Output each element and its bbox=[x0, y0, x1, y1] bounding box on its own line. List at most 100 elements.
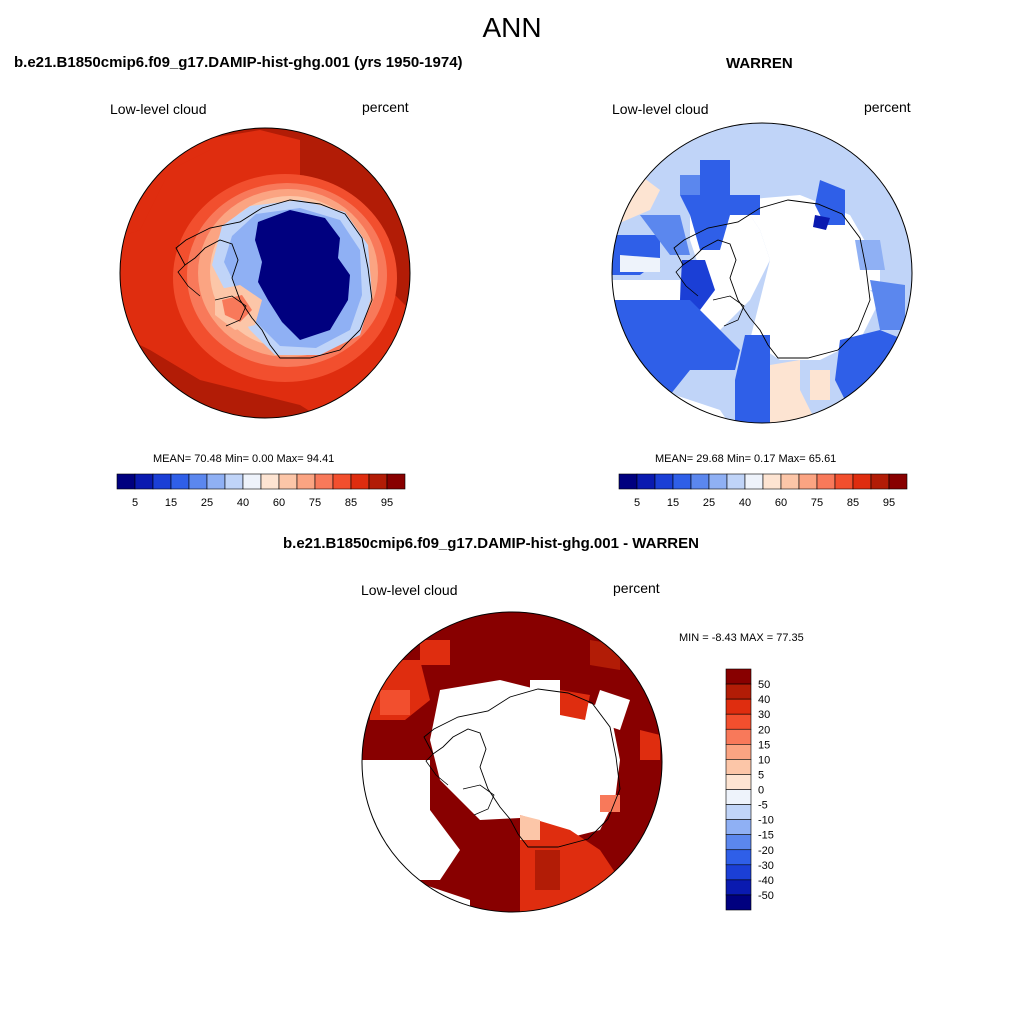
colorbar-box bbox=[116, 473, 136, 490]
panel3-units-label: percent bbox=[613, 580, 660, 596]
colorbar-tick-label: 40 bbox=[758, 694, 770, 706]
colorbar-box bbox=[852, 473, 872, 490]
colorbar-tick-label: 25 bbox=[703, 497, 715, 509]
panel1-colorbar: 5 15 25 40 60 75 85 95 bbox=[116, 473, 406, 509]
colorbar-box bbox=[725, 713, 752, 730]
colorbar-box bbox=[206, 473, 226, 490]
colorbar-box bbox=[816, 473, 836, 490]
colorbar-box bbox=[726, 473, 746, 490]
colorbar-box bbox=[780, 473, 800, 490]
colorbar-tick-label: 40 bbox=[237, 497, 249, 509]
panel3-map-border bbox=[361, 611, 663, 913]
colorbar-box bbox=[296, 473, 316, 490]
colorbar-tick-label: 30 bbox=[758, 709, 770, 721]
colorbar-tick-label: 15 bbox=[667, 497, 679, 509]
colorbar-box bbox=[725, 834, 752, 851]
colorbar-box bbox=[725, 683, 752, 700]
colorbar-box bbox=[870, 473, 890, 490]
colorbar-box bbox=[636, 473, 656, 490]
colorbar-box bbox=[762, 473, 782, 490]
colorbar-box bbox=[725, 698, 752, 715]
colorbar-box bbox=[690, 473, 710, 490]
colorbar-tick-label: 75 bbox=[811, 497, 823, 509]
colorbar-box bbox=[725, 759, 752, 775]
colorbar-box bbox=[725, 774, 752, 790]
panel3-variable-label: Low-level cloud bbox=[361, 582, 458, 598]
colorbar-box bbox=[134, 473, 154, 490]
colorbar-tick-label: 25 bbox=[201, 497, 213, 509]
colorbar-tick-label: 50 bbox=[758, 679, 770, 691]
panel1-map-border bbox=[119, 127, 411, 419]
colorbar-box bbox=[725, 879, 752, 896]
colorbar-tick-label: -40 bbox=[758, 875, 774, 887]
colorbar-tick-label: 15 bbox=[165, 497, 177, 509]
colorbar-box bbox=[654, 473, 674, 490]
colorbar-tick-label: 60 bbox=[775, 497, 787, 509]
panel1-title: b.e21.B1850cmip6.f09_g17.DAMIP-hist-ghg.… bbox=[14, 54, 463, 71]
panel3-stats: MIN = -8.43 MAX = 77.35 bbox=[679, 632, 804, 644]
colorbar-box bbox=[170, 473, 190, 490]
panel3-title: b.e21.B1850cmip6.f09_g17.DAMIP-hist-ghg.… bbox=[283, 535, 699, 552]
colorbar-box bbox=[744, 473, 764, 490]
colorbar-tick-label: 85 bbox=[847, 497, 859, 509]
colorbar-tick-label: 20 bbox=[758, 724, 770, 736]
colorbar-box bbox=[350, 473, 370, 490]
colorbar-box bbox=[368, 473, 388, 490]
colorbar-tick-label: -30 bbox=[758, 860, 774, 872]
panel2-map-border bbox=[611, 122, 913, 424]
panel1-variable-label: Low-level cloud bbox=[110, 101, 207, 117]
colorbar-box bbox=[725, 789, 752, 805]
colorbar-box bbox=[725, 728, 752, 745]
colorbar-tick-label: 60 bbox=[273, 497, 285, 509]
colorbar-box bbox=[224, 473, 244, 490]
colorbar-box bbox=[618, 473, 638, 490]
panel2-title: WARREN bbox=[726, 55, 793, 72]
colorbar-tick-label: -5 bbox=[758, 800, 768, 812]
colorbar-box bbox=[152, 473, 172, 490]
colorbar-box bbox=[725, 849, 752, 866]
colorbar-box bbox=[278, 473, 298, 490]
colorbar-tick-label: 10 bbox=[758, 754, 770, 766]
panel2-colorbar: 5 15 25 40 60 75 85 95 bbox=[618, 473, 908, 509]
colorbar-tick-label: -15 bbox=[758, 830, 774, 842]
colorbar-box bbox=[672, 473, 692, 490]
colorbar-box bbox=[242, 473, 262, 490]
colorbar-tick-label: 15 bbox=[758, 739, 770, 751]
colorbar-box bbox=[725, 894, 752, 911]
panel2-stats: MEAN= 29.68 Min= 0.17 Max= 65.61 bbox=[655, 453, 837, 465]
colorbar-box bbox=[314, 473, 334, 490]
panel2-units-label: percent bbox=[864, 99, 911, 115]
colorbar-box bbox=[386, 473, 406, 490]
panel1-map bbox=[120, 128, 410, 418]
colorbar-box bbox=[725, 744, 752, 760]
colorbar-box bbox=[725, 804, 752, 820]
colorbar-tick-label: 5 bbox=[758, 769, 764, 781]
colorbar-box bbox=[725, 668, 752, 685]
colorbar-box bbox=[332, 473, 352, 490]
colorbar-tick-label: 5 bbox=[634, 497, 640, 509]
colorbar-tick-label: 40 bbox=[739, 497, 751, 509]
colorbar-box bbox=[260, 473, 280, 490]
colorbar-tick-label: 85 bbox=[345, 497, 357, 509]
colorbar-tick-label: 0 bbox=[758, 785, 764, 797]
colorbar-box bbox=[834, 473, 854, 490]
colorbar-tick-label: 75 bbox=[309, 497, 321, 509]
panel2-variable-label: Low-level cloud bbox=[612, 101, 709, 117]
figure-title: ANN bbox=[482, 12, 542, 43]
colorbar-box bbox=[725, 864, 752, 881]
colorbar-box bbox=[798, 473, 818, 490]
colorbar-tick-label: -50 bbox=[758, 890, 774, 902]
colorbar-tick-label: 5 bbox=[132, 497, 138, 509]
colorbar-tick-label: 95 bbox=[883, 497, 895, 509]
colorbar-box bbox=[188, 473, 208, 490]
panel1-stats: MEAN= 70.48 Min= 0.00 Max= 94.41 bbox=[153, 453, 335, 465]
colorbar-box bbox=[708, 473, 728, 490]
colorbar-tick-label: 95 bbox=[381, 497, 393, 509]
panel1-units-label: percent bbox=[362, 99, 409, 115]
colorbar-box bbox=[725, 819, 752, 835]
colorbar-tick-label: -20 bbox=[758, 845, 774, 857]
colorbar-tick-label: -10 bbox=[758, 815, 774, 827]
colorbar-box bbox=[888, 473, 908, 490]
